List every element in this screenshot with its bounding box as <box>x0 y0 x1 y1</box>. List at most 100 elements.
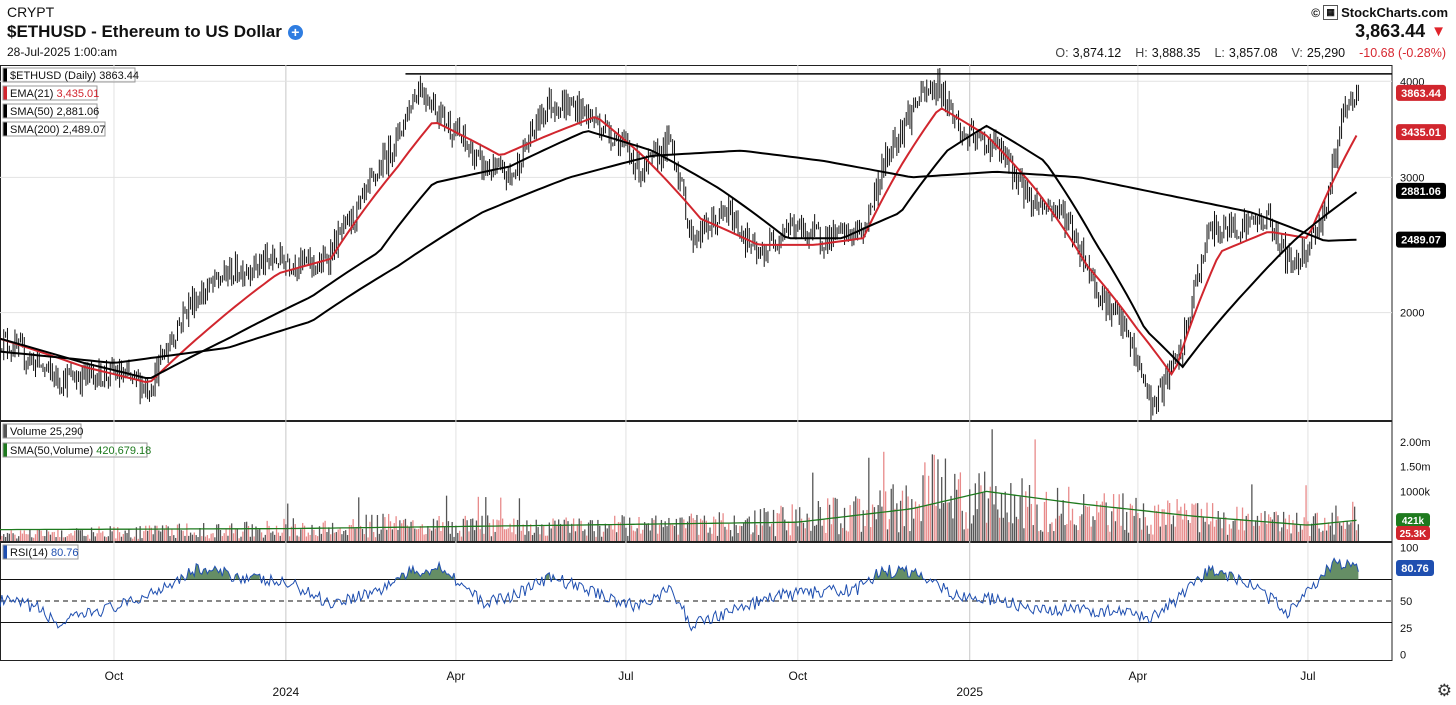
legend-value: 80.76 <box>51 547 79 559</box>
price-axis-label-group: 3863.44 <box>1396 84 1446 101</box>
rsi-axis-label-group: 80.76 <box>1396 560 1434 577</box>
legend-box <box>2 103 98 119</box>
rsi-overbought-fill <box>874 565 925 580</box>
rsi-y-tick-label: 50 <box>1400 596 1412 608</box>
brand-logo[interactable]: © ▦ StockCharts.com <box>1311 5 1448 20</box>
legend-swatch <box>3 86 7 100</box>
legend-value: 25,290 <box>50 426 84 438</box>
volume-bars <box>0 429 1360 541</box>
legend-box <box>2 544 79 560</box>
ohlc-low-label: L: <box>1214 46 1225 60</box>
legend-value: 2,881.06 <box>56 106 99 118</box>
price-panel-frame <box>0 65 1393 421</box>
rsi-y-tick-label: 100 <box>1400 542 1418 554</box>
volume-axis-label: 25.3K <box>1400 529 1427 540</box>
down-triangle-icon: ▼ <box>1431 23 1446 40</box>
x-tick-label: Apr <box>1129 669 1148 683</box>
price-legend-item: SMA(50) 2,881.06 <box>10 106 99 118</box>
x-year-label: 2025 <box>956 685 983 699</box>
legend-value: 2,489.07 <box>63 124 106 136</box>
rsi-axis-label-bg <box>1396 560 1434 577</box>
legend-box <box>2 67 136 83</box>
rsi-axis-label: 80.76 <box>1401 563 1429 575</box>
price-axis-label-bg <box>1396 84 1446 101</box>
sma50-line <box>0 124 1358 380</box>
legend-swatch <box>3 443 7 457</box>
exchange-label: CRYPT <box>7 4 55 20</box>
rsi-overbought-fill <box>1195 576 1200 580</box>
volume-axis-label-group: 421k <box>1396 513 1430 528</box>
volume-sma-line <box>0 490 1357 531</box>
legend-box <box>2 85 98 101</box>
plus-circle-icon[interactable]: + <box>287 24 303 40</box>
date-label: 28-Jul-2025 1:00:am <box>7 45 118 59</box>
price-axis-label: 2881.06 <box>1401 186 1441 198</box>
legend-swatch <box>3 122 7 136</box>
ohlc-volume-label: V: <box>1291 46 1303 60</box>
ohlc-volume: V: 25,290 <box>1292 46 1346 60</box>
price-axis-label-bg <box>1396 124 1446 141</box>
volume-panel-frame <box>0 421 1393 542</box>
rsi-overbought-fill <box>1319 558 1359 580</box>
legend-swatch <box>3 424 7 438</box>
legend-box <box>2 423 82 439</box>
x-tick-label: Jul <box>618 669 633 683</box>
ohlc-high: H: 3,888.35 <box>1135 46 1200 60</box>
volume-legend-item: SMA(50,Volume) 420,679.18 <box>10 445 151 457</box>
page-title: $ETHUSD - Ethereum to US Dollar <box>7 22 282 41</box>
ohlc-low: L: 3,857.08 <box>1214 46 1277 60</box>
ohlc-low-value: 3,857.08 <box>1228 46 1278 60</box>
brand-name: StockCharts.com <box>1341 5 1448 20</box>
rsi-line <box>0 557 1359 632</box>
price-bars <box>0 68 1359 420</box>
legend-box <box>2 442 148 458</box>
volume-axis-label: 421k <box>1402 516 1425 527</box>
price-axis-label: 3435.01 <box>1401 127 1441 139</box>
rsi-overbought-fill <box>235 573 240 580</box>
volume-legend-item: Volume 25,290 <box>10 426 83 438</box>
price-axis-label: 3863.44 <box>1401 88 1442 100</box>
price-change: -10.68 (-0.28%) <box>1359 46 1446 60</box>
price-legend-item: $ETHUSD (Daily) 3863.44 <box>10 70 139 82</box>
price-axis-label-bg <box>1396 231 1446 248</box>
volume-axis-label-bg <box>1396 526 1430 540</box>
price-legend-item: SMA(200) 2,489.07 <box>10 124 105 136</box>
volume-y-tick-label: 2.00m <box>1400 437 1431 449</box>
legend-box <box>2 121 106 137</box>
volume-y-tick-label: 1000k <box>1400 486 1430 498</box>
volume-y-tick-label: 1.50m <box>1400 462 1431 474</box>
rsi-overbought-fill <box>396 562 455 580</box>
price-axis-label-group: 2881.06 <box>1396 182 1446 199</box>
volume-axis-label-bg <box>1396 513 1430 528</box>
price-axis-label: 2489.07 <box>1401 235 1441 247</box>
copyright-icon: © <box>1311 5 1321 20</box>
rsi-overbought-fill <box>186 563 230 580</box>
last-price-block: 3,863.44 ▼ <box>1355 21 1446 42</box>
price-axis-label-group: 2489.07 <box>1396 231 1446 248</box>
rsi-y-tick-label: 25 <box>1400 623 1412 635</box>
ohlc-high-value: 3,888.35 <box>1151 46 1201 60</box>
rsi-y-tick-label: 0 <box>1400 650 1406 662</box>
ohlc-open-value: 3,874.12 <box>1072 46 1122 60</box>
rsi-legend-item: RSI(14) 80.76 <box>10 547 79 559</box>
x-tick-label: Oct <box>105 669 124 683</box>
legend-swatch <box>3 68 7 82</box>
ohlc-open-label: O: <box>1055 46 1069 60</box>
rsi-overbought-fill <box>1203 566 1226 580</box>
symbol-title-row: $ETHUSD - Ethereum to US Dollar + <box>7 22 303 42</box>
price-y-tick-label: 3000 <box>1400 172 1424 184</box>
ohlc-open: O: 3,874.12 <box>1055 46 1121 60</box>
sma200-line <box>0 149 1357 364</box>
ohlc-bar: O: 3,874.12 H: 3,888.35 L: 3,857.08 V: 25,29… <box>1055 46 1446 60</box>
last-price: 3,863.44 <box>1355 21 1426 41</box>
rsi-overbought-fill <box>545 572 550 580</box>
x-tick-label: Jul <box>1300 669 1315 683</box>
ema21-line <box>0 107 1358 384</box>
legend-value: 420,679.18 <box>96 445 151 457</box>
x-tick-label: Apr <box>447 669 466 683</box>
x-tick-label: Oct <box>788 669 807 683</box>
volume-axis-label-group: 25.3K <box>1396 526 1430 540</box>
gear-icon[interactable]: ⚙ <box>1436 681 1452 700</box>
ohlc-volume-value: 25,290 <box>1306 46 1346 60</box>
